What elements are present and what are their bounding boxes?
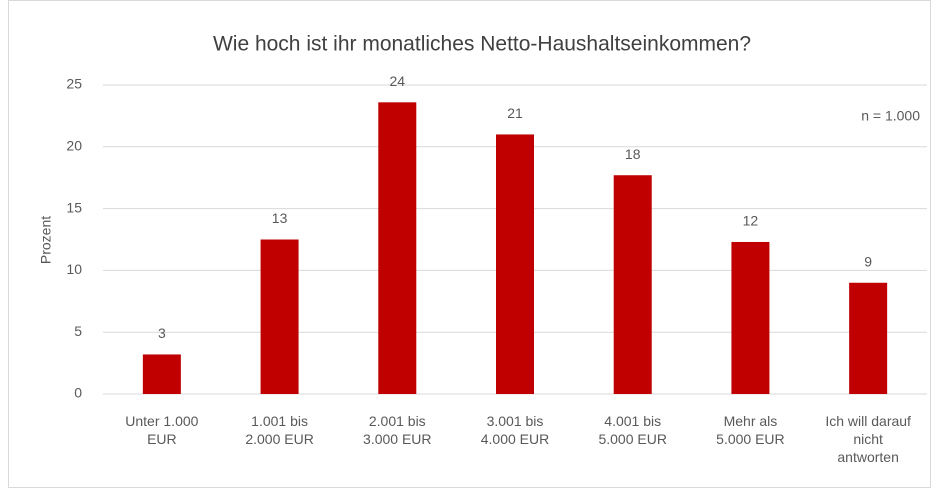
bar [731, 241, 770, 394]
x-tick-label: Ich will darauf nicht antworten [825, 413, 911, 465]
bar [378, 102, 417, 394]
data-label: 12 [743, 213, 759, 229]
x-tick-label: 4.001 bis 5.000 EUR [598, 413, 666, 447]
data-label: 24 [389, 73, 405, 89]
annotation: n = 1.000 [861, 108, 920, 124]
chart-border [8, 0, 931, 488]
x-tick-label: Mehr als 5.000 EUR [716, 413, 784, 447]
bar [613, 175, 652, 394]
x-tick-label: 3.001 bis 4.000 EUR [481, 413, 549, 447]
x-tick-label: 1.001 bis 2.000 EUR [245, 413, 313, 447]
y-tick-label: 0 [74, 385, 82, 401]
x-tick-label: 2.001 bis 3.000 EUR [363, 413, 431, 447]
x-tick-label: Unter 1.000 EUR [125, 413, 198, 447]
y-tick-label: 5 [74, 323, 82, 339]
y-tick-label: 20 [66, 138, 82, 154]
bar [260, 239, 299, 394]
y-tick-label: 10 [66, 261, 82, 277]
data-label: 3 [158, 325, 166, 341]
bar [142, 354, 181, 394]
chart-title: Wie hoch ist ihr monatliches Netto-Haush… [213, 33, 751, 56]
y-tick-label: 25 [66, 76, 82, 92]
bar [496, 134, 534, 394]
data-label: 9 [864, 253, 872, 269]
bar [849, 282, 888, 394]
data-label: 21 [507, 105, 523, 121]
data-label: 13 [272, 210, 288, 226]
data-label: 18 [625, 146, 641, 162]
y-tick-label: 15 [66, 199, 82, 215]
y-axis-label: Prozent [38, 216, 54, 264]
